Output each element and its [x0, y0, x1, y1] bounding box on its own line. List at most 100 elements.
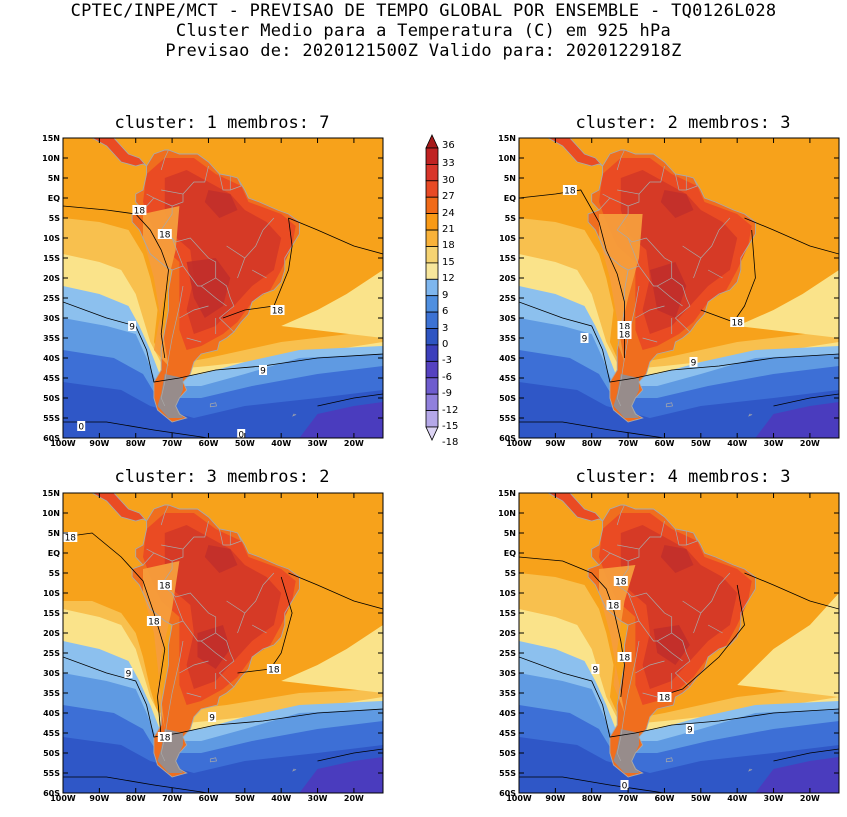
y-tick-label: 15N [42, 489, 60, 498]
x-tick-label: 60W [654, 794, 675, 803]
y-tick-label: 15S [43, 609, 60, 618]
contour-label: 9 [582, 335, 588, 345]
figure-title-line2: Cluster Medio para a Temperatura (C) em … [175, 21, 672, 41]
y-tick-label: 5N [503, 174, 516, 183]
x-tick-label: 100W [50, 794, 76, 803]
y-tick-label: 60S [43, 434, 60, 443]
contour-label-bg [63, 532, 78, 542]
contour-label-bg [132, 205, 147, 215]
contour-label: 18 [268, 666, 280, 676]
y-tick-label: 15N [498, 489, 516, 498]
contour-label: 18 [731, 319, 743, 329]
colorbar-label: 9 [442, 289, 449, 301]
y-tick-label: 5S [504, 214, 516, 223]
contour-label-bg [146, 616, 161, 626]
y-tick-label: 10N [498, 154, 516, 163]
x-tick-label: 80W [125, 439, 146, 448]
contour-label: 9 [593, 666, 599, 676]
contour-label-bg [259, 365, 267, 375]
x-tick-label: 70W [162, 794, 183, 803]
y-tick-label: 15S [43, 254, 60, 263]
colorbar-label: 30 [442, 174, 455, 186]
y-tick-label: 30S [43, 669, 60, 678]
panel-title: cluster: 3 membros: 2 [114, 467, 330, 487]
x-tick-label: 20W [799, 439, 820, 448]
contour-label-bg [657, 692, 672, 702]
colorbar-label: -3 [442, 355, 452, 367]
y-tick-label: 30S [499, 314, 516, 323]
y-tick-label: EQ [503, 194, 516, 203]
y-tick-label: 10S [499, 589, 516, 598]
colorbar-swatch [425, 229, 439, 247]
y-tick-label: 25S [43, 294, 60, 303]
y-tick-label: 20S [43, 629, 60, 638]
x-tick-label: 60W [198, 439, 219, 448]
colorbar-swatch [425, 295, 439, 313]
colorbar-label: 36 [442, 140, 455, 151]
contour-label: 18 [619, 323, 631, 333]
y-tick-label: 20S [499, 629, 516, 638]
colorbar-scale [425, 134, 439, 441]
contour-label: 0 [238, 431, 244, 441]
x-tick-label: 30W [307, 439, 328, 448]
contour-label-bg [157, 229, 172, 239]
contour-label-bg [689, 357, 698, 367]
contour-label: 18 [159, 734, 171, 744]
contour-label-bg [606, 600, 621, 610]
contour-label-bg [562, 185, 577, 195]
colorbar-swatch [425, 278, 439, 297]
colorbar-label: 3 [442, 322, 449, 334]
x-tick-label: 40W [271, 439, 292, 448]
contour-label: 18 [564, 187, 576, 197]
y-tick-label: 50S [43, 749, 60, 758]
y-tick-label: 5N [503, 529, 516, 538]
contour-label-bg [617, 652, 632, 662]
colorbar-label: 24 [442, 207, 455, 219]
y-tick-label: 30S [43, 314, 60, 323]
colorbar-swatch [425, 328, 439, 346]
y-tick-label: 45S [499, 374, 516, 383]
y-tick-label: 15S [499, 609, 516, 618]
contour-label-bg [237, 429, 246, 438]
y-tick-label: 50S [499, 749, 516, 758]
contour-label-bg [620, 780, 629, 790]
y-tick-label: EQ [47, 549, 60, 558]
contour-label: 18 [159, 231, 171, 241]
colorbar-swatch [425, 262, 439, 280]
colorbar-swatch [425, 163, 439, 182]
panel-title: cluster: 1 membros: 7 [114, 113, 330, 133]
colorbar-label: 27 [442, 191, 455, 203]
y-tick-label: 10S [499, 234, 516, 243]
colorbar-label: 33 [442, 158, 455, 170]
contour-label: 9 [129, 323, 135, 333]
y-tick-label: 40S [43, 709, 60, 718]
contour-label-bg [270, 305, 285, 315]
y-tick-label: 5S [48, 569, 60, 578]
colorbar-label: 0 [442, 338, 449, 350]
y-tick-label: 20S [499, 274, 516, 283]
contour-label: 18 [272, 307, 284, 317]
colorbar-label: 12 [442, 273, 455, 285]
x-tick-label: 30W [307, 794, 328, 803]
y-tick-label: 5N [47, 529, 60, 538]
contour-label-bg [124, 668, 133, 678]
contour-label: 18 [65, 534, 77, 544]
colorbar-swatch [425, 213, 439, 231]
y-tick-label: 40S [43, 354, 60, 363]
colorbar-label: -12 [442, 404, 459, 416]
y-tick-label: 10S [43, 234, 60, 243]
contour-label: 18 [619, 331, 631, 341]
y-tick-label: 5N [47, 174, 60, 183]
y-tick-label: 25S [43, 649, 60, 658]
y-tick-label: 55S [43, 769, 60, 778]
y-tick-label: 55S [499, 414, 516, 423]
y-tick-label: 15N [498, 134, 516, 143]
y-tick-label: 40S [499, 709, 516, 718]
y-tick-label: 45S [43, 374, 60, 383]
temperature-map: 18 18 18 9 18 9 0 [518, 492, 840, 794]
colorbar-label: -9 [442, 388, 452, 400]
x-tick-label: 100W [506, 794, 532, 803]
y-tick-label: 30S [499, 669, 516, 678]
y-tick-label: 50S [499, 394, 516, 403]
x-tick-label: 80W [581, 794, 602, 803]
